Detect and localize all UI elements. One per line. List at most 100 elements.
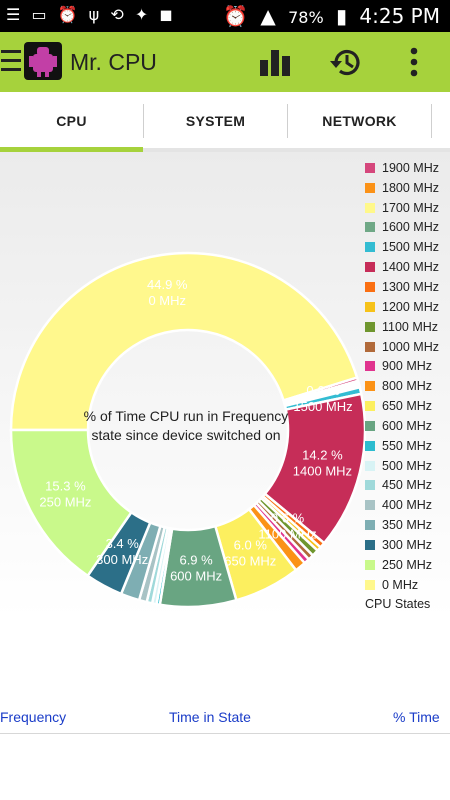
- legend-label: 400 MHz: [382, 498, 433, 513]
- legend-label: 650 MHz: [382, 399, 433, 414]
- slice-frequency-label: 250 MHz: [39, 494, 91, 509]
- legend-swatch: [365, 500, 375, 511]
- legend-swatch: [365, 361, 375, 372]
- bird-icon: ✦: [134, 5, 149, 24]
- column-percent-time[interactable]: % Time: [393, 709, 440, 725]
- table-header: Frequency Time in State % Time: [0, 707, 450, 734]
- legend-item: 250 MHz: [365, 555, 439, 575]
- status-bar: ☰ ▭ ⏰ ψ ⟲ ✦ ◼ ⏰ ▲ 78% ▮ 4:25 PM: [0, 0, 450, 32]
- legend-label: 550 MHz: [382, 438, 433, 453]
- legend-label: 300 MHz: [382, 537, 433, 552]
- clock: 4:25 PM: [359, 4, 440, 28]
- app-title: Mr. CPU: [70, 49, 157, 75]
- legend-item: 400 MHz: [365, 495, 439, 515]
- alarm-icon: ⏰: [57, 5, 78, 24]
- legend-swatch: [365, 539, 375, 550]
- hamburger-menu-icon[interactable]: [1, 50, 21, 72]
- battery-percent: 78%: [288, 8, 324, 27]
- column-time-in-state[interactable]: Time in State: [169, 709, 251, 725]
- legend-swatch: [365, 440, 375, 451]
- legend-item: 1000 MHz: [365, 337, 439, 357]
- tab-bar: CPU SYSTEM NETWORK: [0, 92, 450, 152]
- slice-percent-label: 6.0 %: [234, 538, 268, 553]
- battery-icon: ▮: [336, 4, 348, 28]
- slice-frequency-label: 600 MHz: [170, 568, 222, 583]
- legend-item: 0 MHz: [365, 575, 439, 595]
- app-bar: Mr. CPU: [0, 32, 450, 92]
- tab-system-label: SYSTEM: [185, 113, 246, 129]
- legend-swatch: [365, 202, 375, 213]
- legend-swatch: [365, 480, 375, 491]
- legend-label: 350 MHz: [382, 518, 433, 533]
- legend-label: 1600 MHz: [382, 220, 439, 235]
- sd-card-icon: ▭: [31, 5, 47, 24]
- legend-item: 650 MHz: [365, 396, 439, 416]
- legend-label: 800 MHz: [382, 379, 433, 394]
- legend-swatch: [365, 182, 375, 193]
- bar-chart-icon[interactable]: [257, 44, 293, 80]
- legend-swatch: [365, 222, 375, 233]
- legend-swatch: [365, 321, 375, 332]
- legend-item: 800 MHz: [365, 376, 439, 396]
- legend-label: 1400 MHz: [382, 260, 439, 275]
- legend-swatch: [365, 262, 375, 273]
- usb-icon: ψ: [88, 5, 100, 24]
- legend-title: CPU States: [365, 596, 431, 611]
- legend-label: 450 MHz: [382, 478, 433, 493]
- legend-item: 1600 MHz: [365, 218, 439, 238]
- pie-slice: [9, 251, 359, 432]
- legend-item: 1800 MHz: [365, 178, 439, 198]
- tab-system[interactable]: SYSTEM: [144, 92, 287, 148]
- tab-network[interactable]: NETWORK: [288, 92, 431, 148]
- legend-swatch: [365, 520, 375, 531]
- slice-percent-label: 15.3 %: [45, 478, 86, 493]
- legend-label: 1900 MHz: [382, 160, 439, 175]
- legend-item: 1500 MHz: [365, 237, 439, 257]
- legend-swatch: [365, 341, 375, 352]
- legend-item: 550 MHz: [365, 436, 439, 456]
- slice-frequency-label: 300 MHz: [96, 552, 148, 567]
- overflow-menu-icon[interactable]: [396, 44, 432, 80]
- legend-label: 0 MHz: [382, 577, 419, 592]
- slice-percent-label: 0.6 %: [271, 510, 305, 525]
- tab-cpu[interactable]: CPU: [0, 92, 143, 152]
- legend-item: 600 MHz: [365, 416, 439, 436]
- tab-cpu-label: CPU: [56, 113, 87, 129]
- active-tab-indicator: [0, 147, 143, 152]
- legend-swatch: [365, 242, 375, 253]
- legend-label: 1500 MHz: [382, 240, 439, 255]
- legend-item: 350 MHz: [365, 515, 439, 535]
- slice-percent-label: 44.9 %: [147, 277, 188, 292]
- legend-swatch: [365, 281, 375, 292]
- menu-icon: ☰: [6, 5, 21, 24]
- legend-label: 1800 MHz: [382, 180, 439, 195]
- legend-swatch: [365, 559, 375, 570]
- legend-label: 250 MHz: [382, 557, 433, 572]
- legend-swatch: [365, 579, 375, 590]
- legend-label: 1000 MHz: [382, 339, 439, 354]
- tab-divider: [287, 104, 288, 138]
- legend-label: 600 MHz: [382, 418, 433, 433]
- legend-item: 1700 MHz: [365, 198, 439, 218]
- status-right: ⏰ ▲ 78% ▮ 4:25 PM: [217, 4, 440, 28]
- legend-item: 300 MHz: [365, 535, 439, 555]
- legend-label: 1700 MHz: [382, 200, 439, 215]
- app-notification-icon: ◼: [159, 5, 173, 24]
- slice-percent-label: 0.6 %: [306, 383, 340, 398]
- history-icon[interactable]: [328, 44, 364, 80]
- slice-frequency-label: 1500 MHz: [293, 399, 352, 414]
- slice-frequency-label: 0 MHz: [148, 293, 186, 308]
- tab-network-label: NETWORK: [322, 113, 397, 129]
- legend-item: 1300 MHz: [365, 277, 439, 297]
- chart-title: % of Time CPU run in Frequency state sin…: [83, 408, 289, 443]
- legend-label: 900 MHz: [382, 359, 433, 374]
- legend-item: 900 MHz: [365, 356, 439, 376]
- legend-item: 1200 MHz: [365, 297, 439, 317]
- slice-frequency-label: 1400 MHz: [293, 463, 352, 478]
- column-frequency[interactable]: Frequency: [0, 709, 67, 725]
- legend-swatch: [365, 401, 375, 412]
- sync-icon: ⟲: [110, 5, 124, 24]
- legend-label: 500 MHz: [382, 458, 433, 473]
- slice-frequency-label: 1100 MHz: [258, 526, 316, 541]
